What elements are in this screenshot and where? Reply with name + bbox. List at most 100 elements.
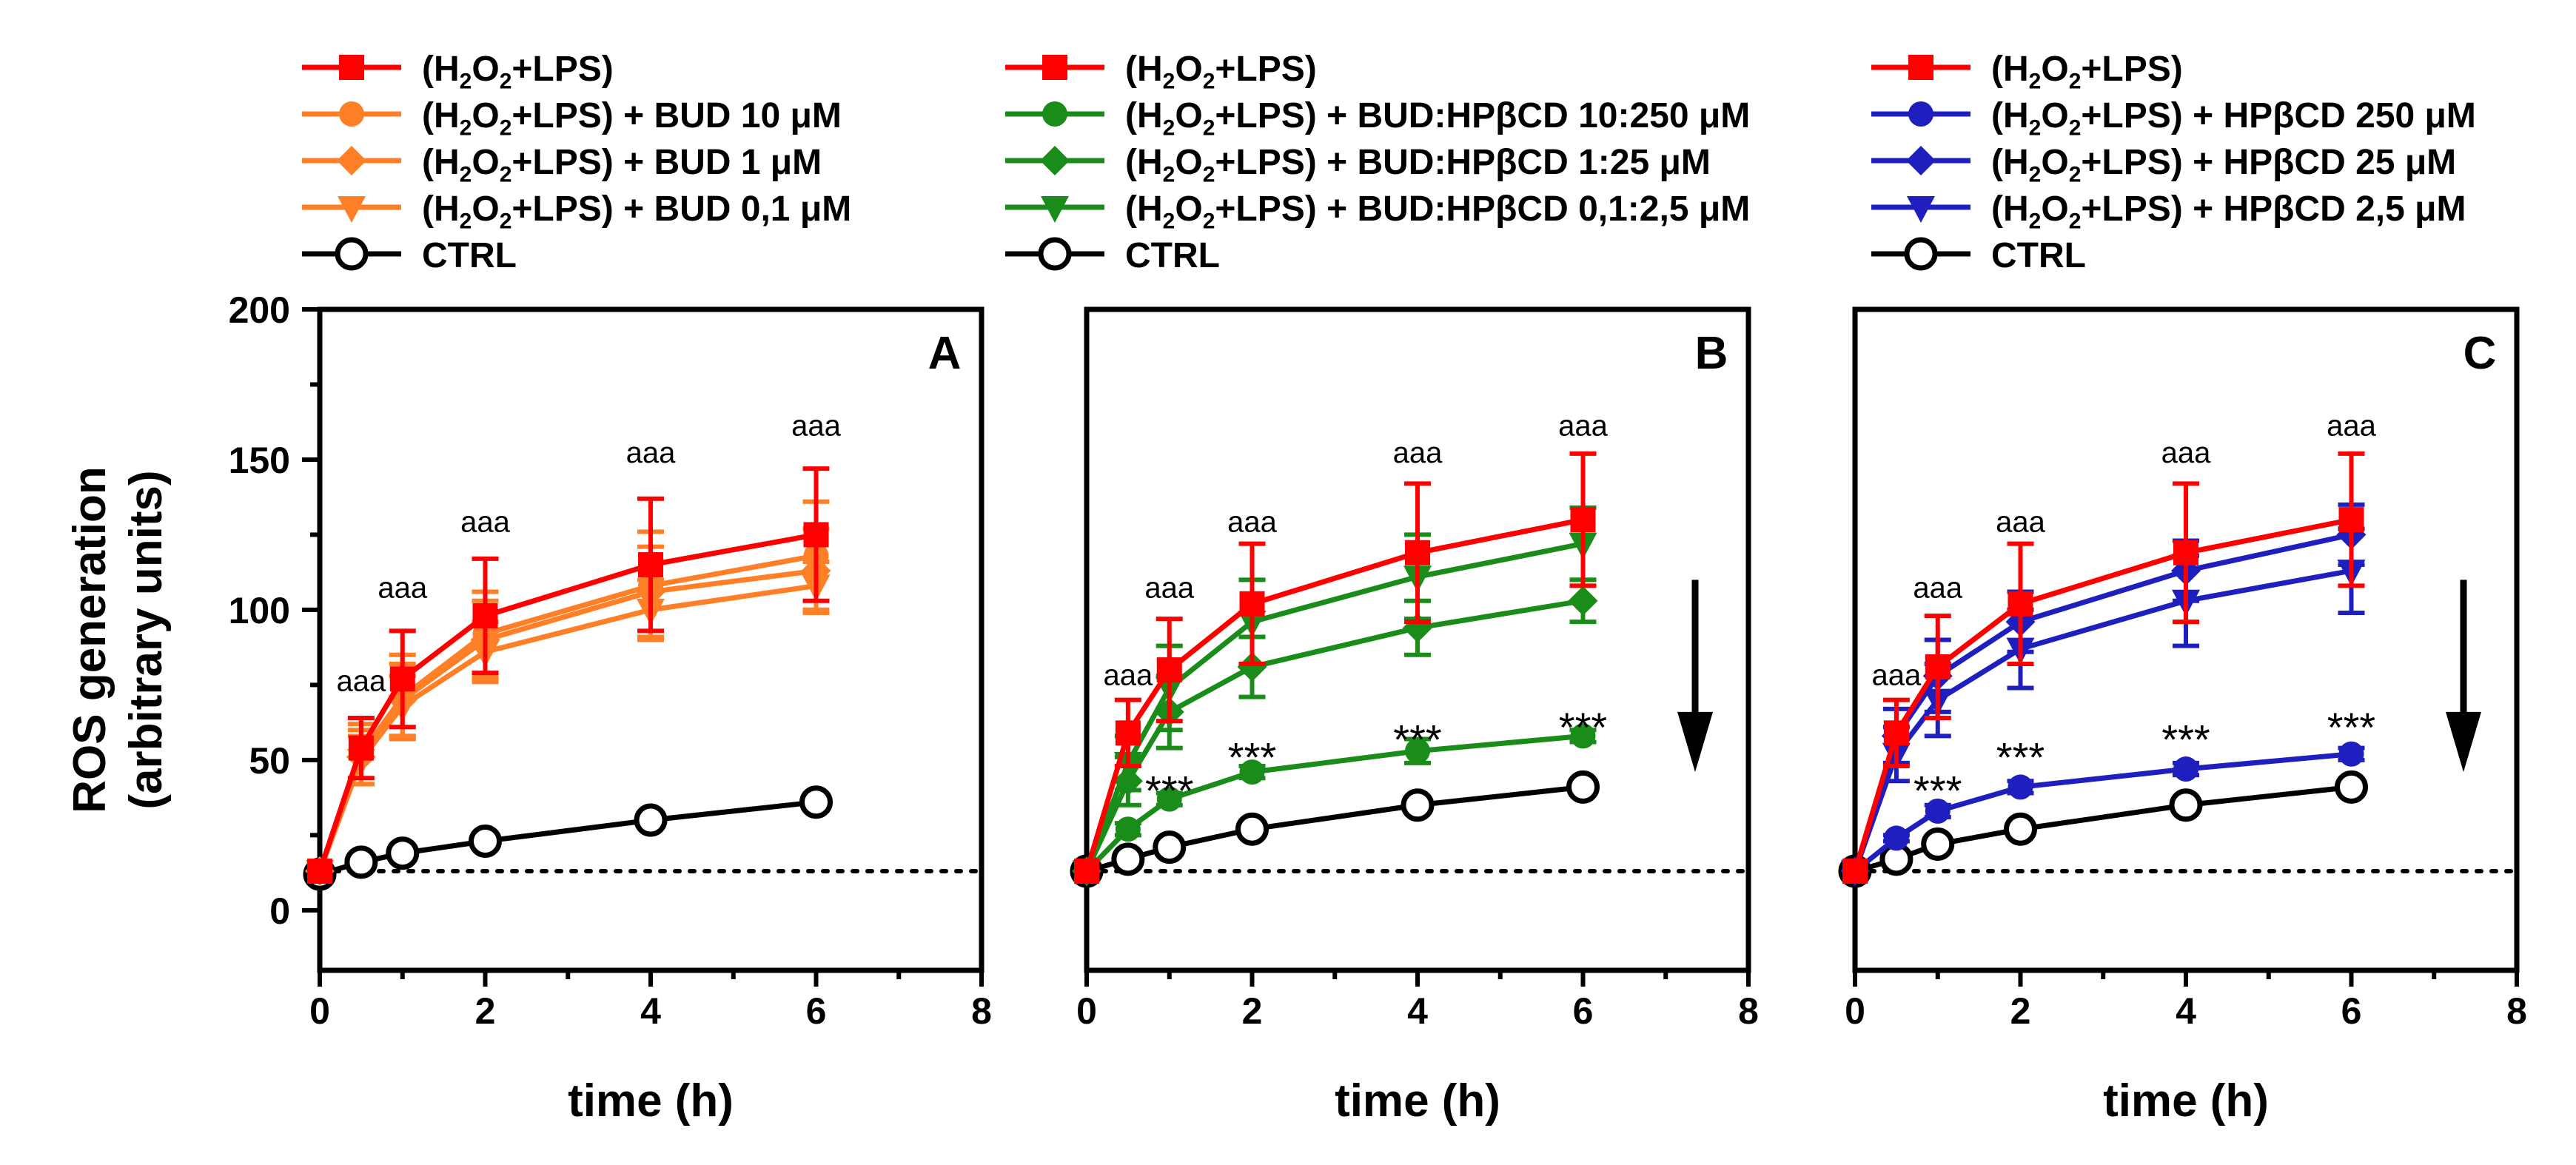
- significance-stars: ***: [1559, 704, 1607, 751]
- data-point: [386, 836, 420, 870]
- significance-stars: ***: [1393, 716, 1441, 762]
- legend-marker: [1906, 146, 1936, 175]
- significance-aaa: aaa: [2327, 409, 2376, 442]
- legend-symbol: [1871, 101, 1970, 127]
- data-point: [469, 824, 502, 858]
- legend-marker: [1908, 101, 1933, 127]
- significance-aaa: aaa: [1393, 437, 1443, 469]
- data-point: [2008, 774, 2033, 800]
- y-tick-label: 150: [229, 440, 290, 481]
- x-tick-label: 0: [1845, 990, 1865, 1032]
- data-point: [2173, 756, 2198, 782]
- legend-symbol: [1871, 146, 1970, 175]
- legend-symbol: [1005, 101, 1104, 127]
- panel-a: 0 2 4 6 8 time (h) 0 50 100 150 200 ROS generation(…: [64, 289, 992, 1127]
- x-tick-label: 0: [309, 990, 330, 1032]
- significance-aaa: aaa: [1104, 659, 1153, 691]
- data-point: [1111, 842, 1145, 876]
- y-axis-label: ROS generation (arbitrary units): [64, 466, 172, 813]
- data-point: [1113, 766, 1143, 796]
- significance-stars: ***: [2327, 704, 2375, 751]
- significance-aaa: aaa: [2161, 437, 2211, 469]
- legend-symbol: [1871, 196, 1970, 223]
- data-point: [2004, 812, 2037, 846]
- legend-marker: [1908, 55, 1933, 80]
- legend-symbol: [1871, 237, 1970, 271]
- legend-marker: [1042, 101, 1067, 127]
- significance-aaa: aaa: [378, 572, 427, 605]
- legend-symbol: [302, 196, 401, 223]
- x-tick-label: 6: [1573, 990, 1594, 1032]
- data-point: [1235, 812, 1269, 846]
- data-point: [1925, 798, 1951, 824]
- y-axis-label-line: (arbitrary units): [121, 470, 172, 809]
- series-2: [1072, 577, 1598, 887]
- panel-letter: B: [1695, 328, 1728, 379]
- legend-symbol: [1005, 196, 1104, 223]
- significance-aaa: aaa: [460, 506, 510, 538]
- significance-stars: ***: [2161, 716, 2210, 762]
- data-point: [307, 859, 332, 884]
- legend-symbol: [1871, 55, 1970, 80]
- data-point: [1405, 540, 1430, 565]
- series-0: [1074, 451, 1597, 884]
- x-tick-label: 8: [971, 990, 992, 1032]
- legend-marker: [1040, 146, 1070, 175]
- significance-aaa: aaa: [1996, 506, 2045, 538]
- legend-marker: [1042, 55, 1067, 80]
- y-tick-label: 0: [269, 890, 290, 932]
- data-point: [1842, 859, 1868, 884]
- significance-aaa: aaa: [1144, 572, 1194, 605]
- x-tick-label: 2: [475, 990, 496, 1032]
- x-tick-label: 4: [640, 990, 661, 1032]
- x-tick-label: 6: [806, 990, 827, 1032]
- y-tick-label: 100: [229, 590, 290, 631]
- legend-marker: [1907, 196, 1935, 223]
- significance-aaa: aaa: [791, 409, 841, 442]
- data-point: [348, 735, 374, 761]
- data-point: [1570, 723, 1596, 749]
- data-point: [1566, 770, 1600, 804]
- significance-aaa: aaa: [1227, 506, 1277, 538]
- series-line: [1852, 517, 2352, 873]
- legend-label: (H2O2+LPS): [422, 50, 614, 94]
- down-arrow-head: [1677, 711, 1713, 773]
- legend-symbol: [1005, 55, 1104, 80]
- x-tick-label: 4: [2176, 990, 2196, 1032]
- significance-stars: ***: [1913, 767, 1962, 813]
- legend-symbol: [302, 146, 401, 175]
- legend-marker: [1041, 196, 1069, 223]
- legend-label: CTRL: [1991, 236, 2086, 275]
- legend-marker: [1038, 237, 1072, 271]
- legend-label: (H2O2+LPS) + HPβCD 25 μM: [1991, 143, 2457, 187]
- legend-marker: [339, 55, 364, 80]
- x-tick-label: 8: [1738, 990, 1759, 1032]
- data-point: [1239, 591, 1265, 617]
- data-point: [2338, 741, 2364, 767]
- legend-symbol: [302, 55, 401, 80]
- y-tick-label: 200: [229, 289, 290, 331]
- legend-label: (H2O2+LPS) + BUD 0,1 μM: [422, 189, 852, 234]
- data-point: [1156, 786, 1182, 812]
- legend-label: (H2O2+LPS) + BUD:HPβCD 10:250 μM: [1125, 96, 1751, 141]
- data-point: [803, 522, 829, 548]
- legend-label: (H2O2+LPS) + BUD:HPβCD 0,1:2,5 μM: [1125, 189, 1751, 234]
- x-tick-label: 4: [1407, 990, 1428, 1032]
- data-point: [2169, 788, 2203, 822]
- significance-aaa: aaa: [1558, 409, 1608, 442]
- legend-label: CTRL: [1125, 236, 1220, 275]
- legend-marker: [337, 146, 366, 175]
- down-arrow-head: [2446, 711, 2481, 773]
- series-0: [1842, 451, 2365, 884]
- series-line: [1852, 568, 2352, 873]
- significance-aaa: aaa: [1913, 572, 1962, 605]
- data-point: [1239, 759, 1265, 785]
- legend-symbol: [302, 237, 401, 271]
- data-point: [1921, 827, 1955, 862]
- x-tick-label: 2: [2010, 990, 2031, 1032]
- legend-label: CTRL: [422, 236, 517, 275]
- panel-letter: C: [2463, 328, 2497, 379]
- legend-marker: [338, 196, 366, 223]
